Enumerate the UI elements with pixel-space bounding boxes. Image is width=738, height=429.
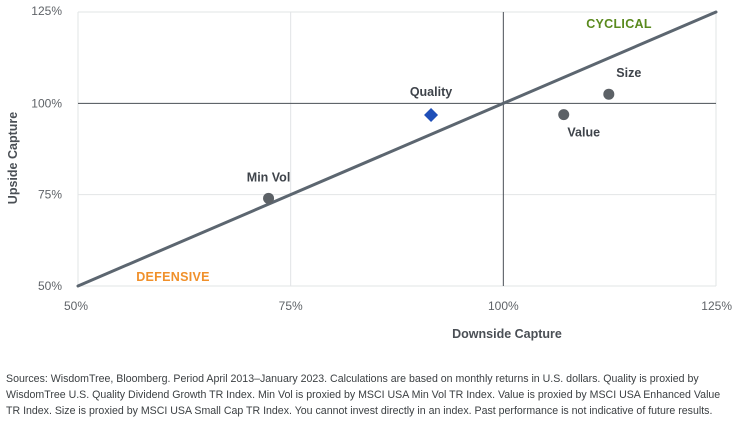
quality-point xyxy=(424,108,439,123)
defensive-annotation: DEFENSIVE xyxy=(136,270,210,284)
x-axis-title: Downside Capture xyxy=(452,327,562,341)
y-tick-label: 125% xyxy=(31,4,62,18)
diagonal-line xyxy=(76,10,718,288)
x-tick-label: 75% xyxy=(279,299,303,313)
x-tick-label: 100% xyxy=(488,299,519,313)
reference-lines xyxy=(76,10,718,288)
y-axis-title: Upside Capture xyxy=(6,112,20,204)
y-tick-label: 100% xyxy=(31,96,62,110)
grid xyxy=(77,11,717,287)
scatter-chart: 50% 75% 100% 125% 50% 75% 100% 125% Min Vol Qual… xyxy=(6,4,732,341)
y-tick-label: 75% xyxy=(38,188,62,202)
quality-label: Quality xyxy=(410,85,452,99)
value-point xyxy=(558,109,570,121)
size-point xyxy=(603,88,615,100)
cyclical-annotation: CYCLICAL xyxy=(586,17,652,31)
value-label: Value xyxy=(567,126,600,140)
size-label: Size xyxy=(616,66,641,80)
min-vol-point xyxy=(263,192,275,204)
tick-labels: 50% 75% 100% 125% 50% 75% 100% 125% xyxy=(31,4,732,313)
y-tick-label: 50% xyxy=(38,279,62,293)
source-note: Sources: WisdomTree, Bloomberg. Period A… xyxy=(6,373,721,417)
chart-svg: 50% 75% 100% 125% 50% 75% 100% 125% Min Vol Qual… xyxy=(6,4,732,341)
data-points xyxy=(263,88,615,204)
x-tick-label: 50% xyxy=(64,299,88,313)
x-tick-label: 125% xyxy=(701,299,732,313)
region-annotations: CYCLICAL DEFENSIVE xyxy=(136,17,652,284)
point-labels: Min Vol Quality Value Size xyxy=(247,66,642,184)
min-vol-label: Min Vol xyxy=(247,170,291,184)
